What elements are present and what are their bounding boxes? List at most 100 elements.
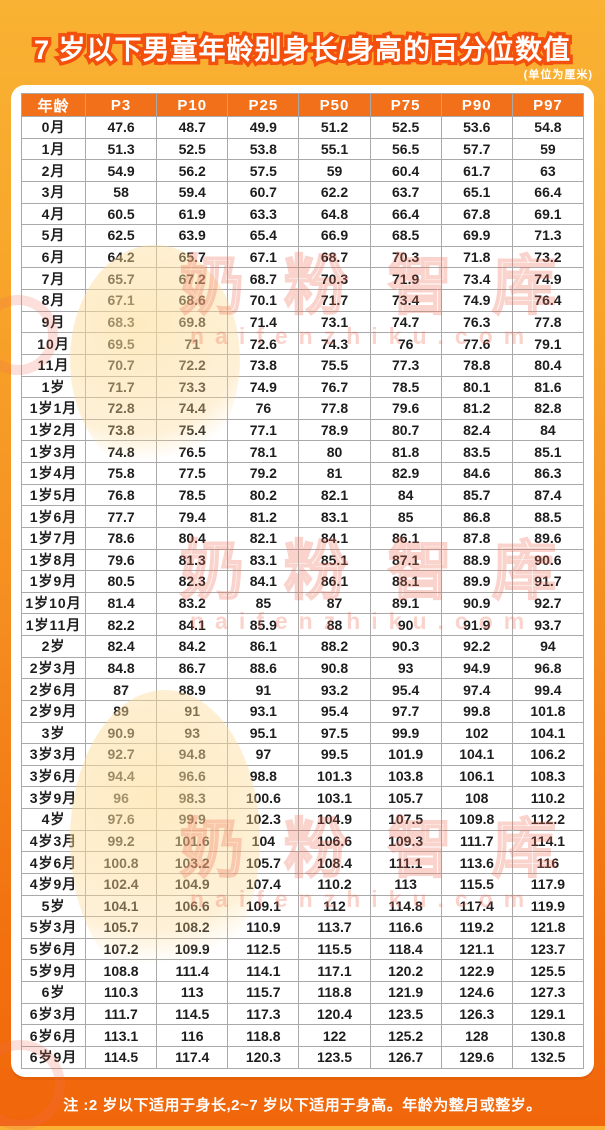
- value-cell: 86.8: [440, 505, 513, 528]
- value-cell: 79.6: [84, 548, 158, 572]
- value-cell: 96.8: [511, 656, 585, 680]
- value-cell: 114.1: [511, 829, 585, 853]
- value-cell: 81.8: [369, 440, 442, 463]
- value-cell: 66.4: [511, 180, 585, 204]
- value-cell: 91: [227, 678, 300, 701]
- age-cell: 0月: [21, 116, 86, 139]
- value-cell: 69.8: [156, 310, 229, 334]
- table-row: 6岁 110.3 113 115.7 118.8 121.9 124.6 127.3: [21, 981, 585, 1004]
- column-header: P25: [227, 93, 300, 117]
- table-row: 11月 70.7 72.2 73.8 75.5 77.3 78.8 80.4: [21, 353, 585, 377]
- value-cell: 101.9: [369, 743, 442, 766]
- value-cell: 78.9: [298, 418, 371, 442]
- value-cell: 79.2: [227, 462, 300, 485]
- value-cell: 104.1: [440, 743, 513, 766]
- value-cell: 99.4: [511, 678, 585, 701]
- age-cell: 10月: [21, 332, 86, 355]
- age-cell: 1岁10月: [21, 591, 86, 615]
- table-row: 1岁5月 76.8 78.5 80.2 82.1 84 85.7 87.4: [21, 483, 585, 507]
- value-cell: 103.2: [156, 851, 229, 874]
- value-cell: 74.9: [227, 375, 300, 399]
- table-row: 3岁3月 92.7 94.8 97 99.5 101.9 104.1 106.2: [21, 743, 585, 766]
- value-cell: 76: [369, 332, 442, 355]
- value-cell: 86.7: [156, 656, 229, 680]
- value-cell: 117.3: [227, 1002, 300, 1026]
- value-cell: 87.4: [511, 483, 585, 507]
- age-cell: 3岁: [21, 721, 86, 745]
- value-cell: 108.4: [298, 851, 371, 874]
- age-cell: 4月: [21, 202, 86, 226]
- table-row: 0月 47.6 48.7 49.9 51.2 52.5 53.6 54.8: [21, 116, 585, 139]
- value-cell: 73.1: [298, 310, 371, 334]
- value-cell: 107.4: [227, 872, 300, 896]
- table-row: 1岁1月 72.8 74.4 76 77.8 79.6 81.2 82.8: [21, 397, 585, 420]
- value-cell: 60.7: [227, 180, 300, 204]
- table-row: 1岁2月 73.8 75.4 77.1 78.9 80.7 82.4 84: [21, 418, 585, 442]
- value-cell: 69.5: [84, 332, 158, 355]
- value-cell: 111.4: [156, 959, 229, 982]
- value-cell: 53.8: [227, 137, 300, 161]
- value-cell: 57.7: [440, 137, 513, 161]
- value-cell: 82.1: [298, 483, 371, 507]
- value-cell: 101.6: [156, 829, 229, 853]
- table-row: 3岁9月 96 98.3 100.6 103.1 105.7 108 110.2: [21, 786, 585, 809]
- value-cell: 81: [298, 462, 371, 485]
- value-cell: 90.3: [369, 635, 442, 658]
- value-cell: 71.7: [84, 375, 158, 399]
- value-cell: 63.3: [227, 202, 300, 226]
- age-cell: 2岁3月: [21, 656, 86, 680]
- value-cell: 128: [440, 1024, 513, 1047]
- age-cell: 5岁6月: [21, 937, 86, 961]
- value-cell: 114.5: [156, 1002, 229, 1026]
- value-cell: 70.1: [227, 289, 300, 312]
- value-cell: 123.5: [298, 1045, 371, 1070]
- value-cell: 96: [84, 786, 158, 809]
- age-cell: 1岁: [21, 375, 86, 399]
- value-cell: 99.5: [298, 743, 371, 766]
- value-cell: 76.5: [156, 440, 229, 463]
- value-cell: 64.2: [84, 245, 158, 269]
- value-cell: 114.1: [227, 959, 300, 982]
- value-cell: 84: [369, 483, 442, 507]
- value-cell: 94.8: [156, 743, 229, 766]
- value-cell: 88: [298, 613, 371, 636]
- value-cell: 77.6: [440, 332, 513, 355]
- value-cell: 73.4: [440, 267, 513, 290]
- value-cell: 90.9: [84, 721, 158, 745]
- value-cell: 68.3: [84, 310, 158, 334]
- value-cell: 81.2: [227, 505, 300, 528]
- value-cell: 110.2: [511, 786, 585, 809]
- value-cell: 118.8: [298, 981, 371, 1004]
- value-cell: 105.7: [84, 916, 158, 939]
- age-cell: 2岁9月: [21, 699, 86, 723]
- table-row: 5岁9月 108.8 111.4 114.1 117.1 120.2 122.9 125.5: [21, 959, 585, 982]
- table-row: 1岁 71.7 73.3 74.9 76.7 78.5 80.1 81.6: [21, 375, 585, 399]
- value-cell: 74.3: [298, 332, 371, 355]
- value-cell: 121.9: [369, 981, 442, 1004]
- column-header: P50: [298, 93, 371, 117]
- age-cell: 2岁6月: [21, 678, 86, 701]
- value-cell: 109.3: [369, 829, 442, 853]
- value-cell: 47.6: [84, 116, 158, 139]
- value-cell: 104.9: [156, 872, 229, 896]
- value-cell: 49.9: [227, 116, 300, 139]
- value-cell: 74.4: [156, 397, 229, 420]
- table-row: 1岁8月 79.6 81.3 83.1 85.1 87.1 88.9 90.6: [21, 548, 585, 572]
- value-cell: 88.9: [156, 678, 229, 701]
- value-cell: 86.3: [511, 462, 585, 485]
- age-cell: 1岁5月: [21, 483, 86, 507]
- age-cell: 4岁6月: [21, 851, 86, 874]
- value-cell: 68.5: [369, 224, 442, 247]
- age-cell: 1月: [21, 137, 86, 161]
- table-row: 6岁3月 111.7 114.5 117.3 120.4 123.5 126.3 129.1: [21, 1002, 585, 1026]
- value-cell: 109.9: [156, 937, 229, 961]
- table-card: 年龄 P3 P10 P25 P50 P75 P90 P97 0月 47.6 48.7 49.9 51.…: [11, 85, 594, 1077]
- age-cell: 6岁9月: [21, 1045, 86, 1070]
- value-cell: 88.6: [227, 656, 300, 680]
- age-cell: 3岁9月: [21, 786, 86, 809]
- age-cell: 6岁6月: [21, 1024, 86, 1047]
- value-cell: 92.2: [440, 635, 513, 658]
- age-cell: 4岁3月: [21, 829, 86, 853]
- value-cell: 115.7: [227, 981, 300, 1004]
- value-cell: 67.8: [440, 202, 513, 226]
